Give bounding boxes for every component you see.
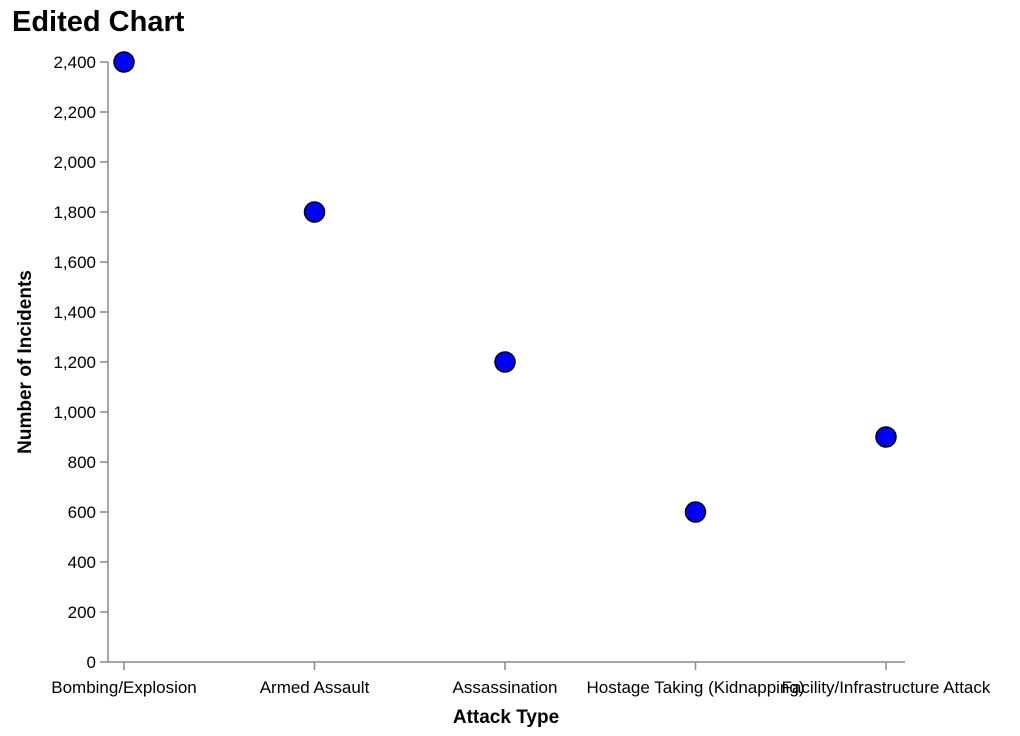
y-tick-label: 800 [68,453,96,472]
y-axis: 0 200 400 600 800 1,000 1,200 1,400 1,600 1,800 2,… [53,53,109,672]
y-axis-title: Number of Incidents [15,270,36,454]
y-tick-label: 1,200 [53,353,96,372]
y-tick-label: 400 [68,553,96,572]
x-tick-label: Facility/Infrastructure Attack [782,678,991,697]
x-axis-title: Attack Type [453,707,559,728]
y-tick-label: 1,000 [53,403,96,422]
y-tick-label: 600 [68,503,96,522]
data-point [875,426,897,448]
y-tick-label: 1,800 [53,203,96,222]
x-tick-label: Armed Assault [260,678,370,697]
data-point [684,501,707,523]
chart-title: Edited Chart [12,6,185,38]
y-tick-label: 2,400 [53,53,96,72]
y-tick-label: 2,000 [53,153,96,172]
y-tick-label: 1,600 [53,253,96,272]
y-tick-label: 0 [87,653,96,672]
x-axis: Bombing/Explosion Armed Assault Assassinat… [51,661,991,697]
y-tick-label: 200 [68,603,96,622]
data-point [494,351,516,373]
x-tick-label: Assassination [453,678,558,697]
x-tick-label: Bombing/Explosion [51,678,197,697]
y-tick-label: 2,200 [53,103,96,122]
data-points [113,51,897,523]
data-point [113,51,135,73]
y-tick-label: 1,400 [53,303,96,322]
x-tick-label: Hostage Taking (Kidnapping) [587,678,805,697]
data-point [303,201,326,223]
